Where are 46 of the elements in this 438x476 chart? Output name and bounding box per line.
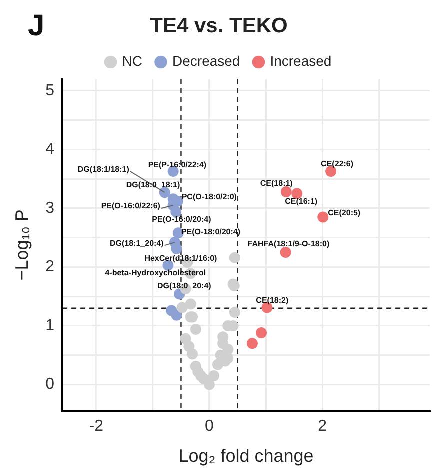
y-tick-label: 1: [46, 317, 55, 334]
annotation: DG(18:1/18:1): [78, 164, 130, 174]
annotation: PE(O-16:0/20:4): [152, 215, 212, 224]
point: [184, 341, 195, 352]
y-tick-label: 5: [46, 82, 55, 100]
annotation: CE(18:2): [256, 296, 289, 305]
legend-label: Increased: [270, 53, 332, 70]
x-tick-label: -2: [89, 418, 104, 436]
annotation: PE(O-18:0/20:4): [181, 227, 241, 236]
annotation: FAHFA(18:1/9-O-18:0): [248, 240, 330, 249]
annotation: CE(18:1): [260, 179, 294, 188]
point: [208, 370, 220, 382]
annotation: DG(18:0_20:4): [158, 281, 212, 290]
point: [171, 244, 182, 255]
y-tick-label: 4: [46, 141, 55, 158]
point: [246, 338, 258, 350]
annotation: DG(18:1_20:4): [110, 238, 164, 248]
annotation: CE(22:6): [321, 160, 354, 169]
annotation: 4-beta-Hydroxycholesterol: [105, 268, 206, 278]
annotation: PE(O-16:0/22:6): [101, 202, 161, 211]
x-tick-label: 2: [318, 418, 328, 436]
annotation: CE(16:1): [285, 196, 318, 206]
text: J: [28, 9, 45, 42]
y-tick-label: 3: [46, 200, 55, 217]
point: [171, 310, 182, 321]
y-tick-label: 0: [46, 376, 55, 394]
point: [190, 324, 202, 336]
point: [198, 373, 210, 384]
point: [318, 212, 329, 223]
point: [229, 252, 240, 264]
y-axis-title: −Log₁₀ P: [12, 210, 32, 281]
annotation: CE(20:5): [328, 208, 361, 218]
annotation: PE(P-16:0/22:4): [148, 160, 207, 170]
point: [176, 302, 188, 314]
chart-title: TE4 vs. TEKO: [150, 14, 288, 38]
x-tick-label: 0: [205, 418, 214, 436]
y-tick-label: 2: [46, 258, 55, 276]
point: [229, 306, 240, 318]
point: [185, 298, 196, 310]
legend-label: NC: [122, 53, 143, 70]
legend-label: Decreased: [172, 53, 240, 70]
point: [192, 366, 204, 378]
annotation: HexCer(d18:1/16:0): [144, 254, 218, 264]
point: [256, 328, 268, 339]
annotation: PC(O-18:0/2:0): [182, 192, 238, 202]
x-axis-title: Log₂ fold change: [178, 446, 314, 466]
